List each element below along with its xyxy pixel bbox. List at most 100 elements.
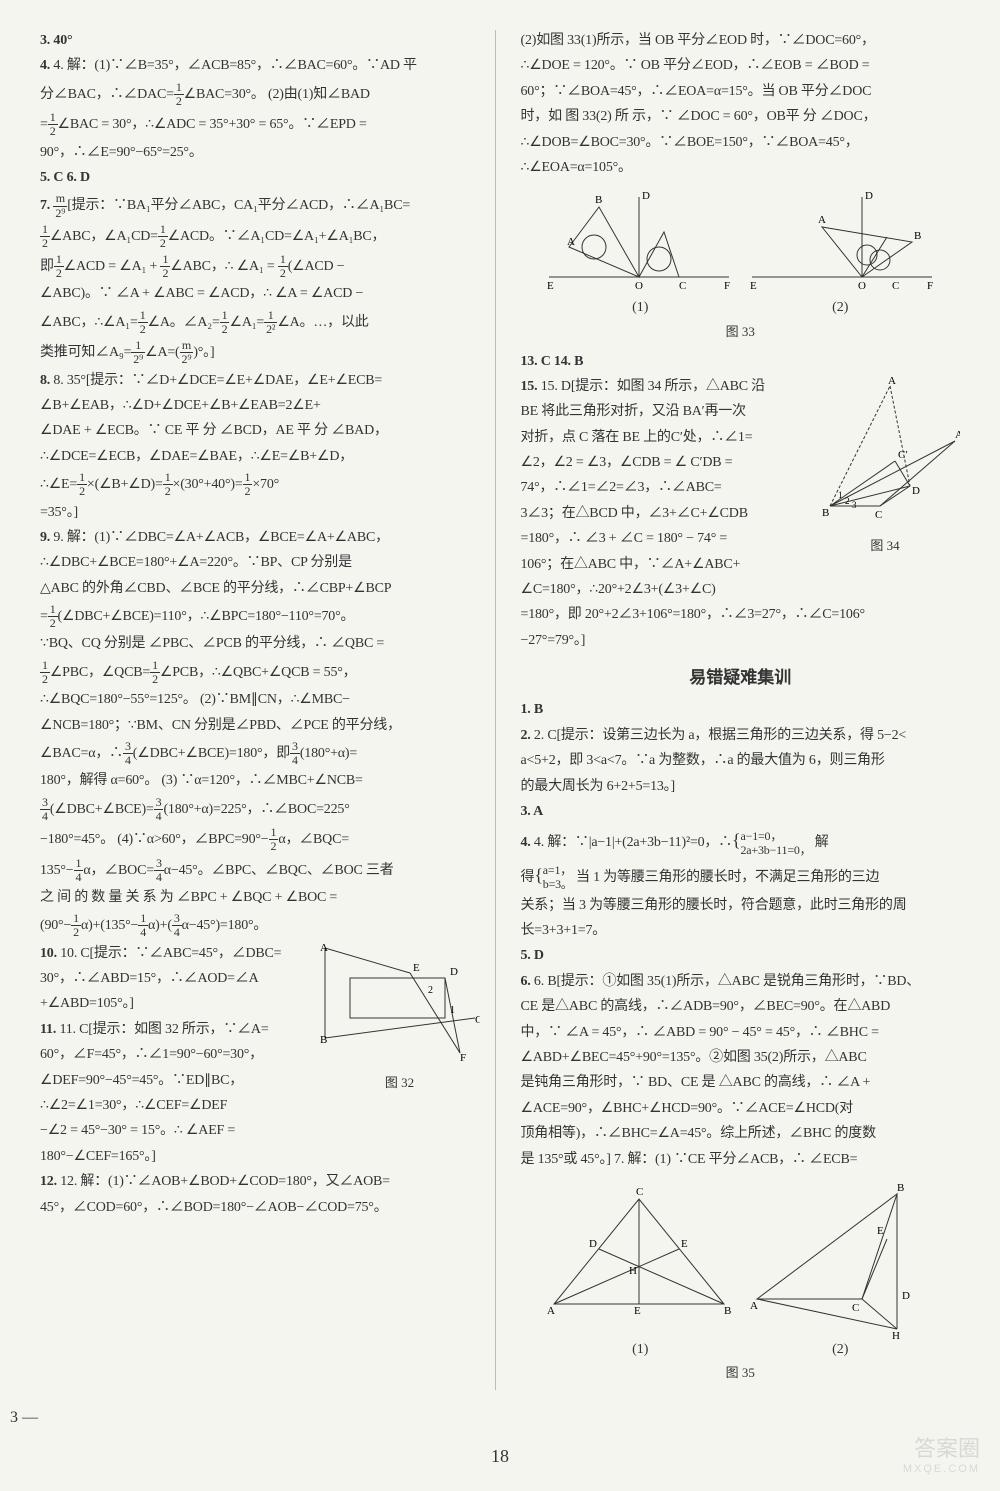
svg-text:B: B [595,194,602,206]
svg-text:E: E [750,280,757,292]
text: ∠ABC，∴∠A₁= [40,315,138,330]
e6-line: CE 是△ABC 的高线，∴∠ADB=90°，∠BEC=90°。在△ABD [521,996,961,1018]
svg-text:A: A [567,236,575,248]
q9-line: (90°−12α)+(135°−14α)+(34α−45°)=180°。 [40,912,480,939]
frac: 12⁹ [131,339,145,366]
q13-14: 13. C 14. B [521,351,961,373]
text: ∠A。…，以此 [277,315,368,330]
figure-32: A B E D C F 2 1 图 32 [320,943,480,1094]
q10-11-block: A B E D C F 2 1 图 32 10. 10. C[提示：∵∠ABC=… [40,943,480,1172]
brace-line: a−1=0， [741,829,783,843]
frac-half: 12 [40,223,50,250]
text: )°。] [193,345,214,360]
fig32-svg: A B E D C F 2 1 [320,943,480,1063]
brace-line: a=1， [543,863,572,877]
q8-line: ∴∠E=12×(∠B+∠D)=12×(30°+40°)=12×70° [40,471,480,498]
text: 15. D[提示：如图 34 所示，△ABC 沿 [541,379,765,394]
text: [提示：∵BA₁平分∠ABC，CA₁平分∠ACD，∴∠A₁BC= [67,198,410,213]
e6-line: 是钝角三角形时，∵ BD、CE 是 △ABC 的高线，∴ ∠A + [521,1072,961,1094]
frac-half: 12 [40,659,50,686]
q7-line: ∠ABC，∴∠A₁=12∠A。∠A₂=12∠A₁=12²∠A。…，以此 [40,309,480,336]
q11-line: −∠2 = 45°−30° = 15°。∴ ∠AEF = [40,1120,480,1142]
e2-line: 的最大周长为 6+2+5=13。] [521,776,961,798]
text: ∠ABC，∠A₁CD= [50,229,158,244]
fig32-caption: 图 32 [320,1073,480,1094]
svg-text:C: C [475,1014,480,1026]
q15-line: ∠C=180°，∴20°+2∠3+(∠3+∠C) [521,579,961,601]
text: ∠PCB，∴∠QBC+∠QCB = 55°， [160,665,357,680]
text: (∠ACD − [288,259,345,274]
q9-line: 之 间 的 数 量 关 系 为 ∠BPC + ∠BQC + ∠BOC = [40,887,480,909]
svg-text:F: F [460,1052,466,1063]
text: ∠BAC = 30°，∴∠ADC = 35°+30° = 65°。∵∠EPD = [58,117,367,132]
q15-block: A B C D C′ A′ 1 2 3 图 34 15. 15. D[提示：如图… [521,376,961,605]
text: 得 [521,870,535,885]
q7-line: 7. m2⁹[提示：∵BA₁平分∠ABC，CA₁平分∠ACD，∴∠A₁BC= [40,192,480,219]
svg-text:A: A [547,1305,555,1317]
frac-half: 12 [54,253,64,280]
text: α−45°)=180°。 [182,918,268,933]
svg-text:B: B [914,230,921,242]
q7-line: 即12∠ACD = ∠A₁ + 12∠ABC，∴ ∠A₁ = 12(∠ACD − [40,253,480,280]
text: (∠DBC+∠BCE)=180°，即 [133,746,290,761]
svg-text:D: D [450,966,458,978]
watermark-text: 答案圈 [903,1436,980,1462]
svg-text:B: B [897,1182,904,1194]
svg-text:F: F [724,280,730,292]
left-column: 3. 40° 4. 4. 解：(1)∵∠B=35°，∠ACB=85°，∴∠BAC… [40,30,496,1390]
frac-half: 12 [158,223,168,250]
frac-half: 12 [48,603,58,630]
text: α−45°。∠BPC、∠BQC、∠BOC 三者 [164,862,394,877]
svg-text:A: A [320,943,328,954]
side-page-indicator: 3 — [10,1405,38,1431]
fig35-1-label: (1) [632,1339,648,1361]
e4-line: 长=3+3+1=7。 [521,920,961,942]
frac-half: 12 [220,309,230,336]
q12-cont: 60°；∵∠BOA=45°，∴∠EOA=α=15°。当 OB 平分∠DOC [521,81,961,103]
q3: 3. 40° [40,30,480,52]
text: (180°+α)=225°，∴∠BOC=225° [163,802,349,817]
q12-line: 45°，∠COD=60°，∴∠BOD=180°−∠AOB−∠COD=75°。 [40,1197,480,1219]
frac-half: 12 [48,111,58,138]
fig35-2-label: (2) [832,1339,848,1361]
frac: 14 [138,912,148,939]
svg-text:2: 2 [428,985,433,996]
text: ∠BAC=30°。 (2)由(1)知∠BAD [184,87,370,102]
text: α)+( [148,918,172,933]
frac-half: 12 [71,912,81,939]
svg-text:H: H [892,1330,900,1339]
e3: 3. A [521,801,961,823]
frac: 12² [264,309,277,336]
svg-text:B: B [822,507,829,519]
text: 6. B[提示：①如图 35(1)所示，△ABC 是锐角三角形时，∵BD、 [534,974,920,989]
text: α)+(135°− [81,918,138,933]
svg-text:C: C [875,509,882,521]
e4-line: 得{a=1，b=3。 当 1 为等腰三角形的腰长时，不满足三角形的三边 [521,861,961,892]
frac: 34 [154,857,164,884]
text: ∠ACD。∵∠A₁CD=∠A₁+∠A₁BC， [168,229,386,244]
text: 4. 解：(1)∵∠B=35°，∠ACB=85°，∴∠BAC=60°。∵AD 平 [53,58,416,73]
q12-cont: 时，如 图 33(2) 所 示，∵ ∠DOC = 60°，OB平 分 ∠DOC， [521,106,961,128]
text: ∠ACD = ∠A₁ + [64,259,161,274]
q9-line: △ABC 的外角∠CBD、∠BCE 的平分线，∴∠CBP+∠BCP [40,578,480,600]
q11-line: ∴∠2=∠1=30°，∴∠CEF=∠DEF [40,1095,480,1117]
frac: 34 [40,796,50,823]
svg-text:E: E [547,280,554,292]
fig33-1-svg: E A B O D C F [539,187,739,297]
svg-text:E: E [634,1305,641,1317]
q12-line: 12. 12. 解：(1)∵∠AOB+∠BOD+∠COD=180°，又∠AOB= [40,1171,480,1193]
watermark: 答案圈 MXQE.COM [903,1436,980,1476]
e6-line: 6. 6. B[提示：①如图 35(1)所示，△ABC 是锐角三角形时，∵BD、 [521,971,961,993]
text: ∠PBC，∠QCB= [50,665,150,680]
q12-cont: (2)如图 33(1)所示，当 OB 平分∠EOD 时，∵∠DOC=60°， [521,30,961,52]
fig34-caption: 图 34 [810,536,960,557]
svg-text:1: 1 [450,1005,455,1016]
q9-line: 34(∠DBC+∠BCE)=34(180°+α)=225°，∴∠BOC=225° [40,796,480,823]
svg-text:C′: C′ [898,449,908,461]
svg-text:C: C [892,280,899,292]
q8-line: ∴∠DCE=∠ECB，∠DAE=∠BAE，∴∠E=∠B+∠D， [40,446,480,468]
text: ×(30°+40°)= [173,477,243,492]
q4-line: 分∠BAC，∴∠DAC=12∠BAC=30°。 (2)由(1)知∠BAD [40,81,480,108]
text: 9. 解：(1)∵∠DBC=∠A+∠ACB，∠BCE=∠A+∠ABC， [53,530,388,545]
q9-line: 9. 9. 解：(1)∵∠DBC=∠A+∠ACB，∠BCE=∠A+∠ABC， [40,527,480,549]
